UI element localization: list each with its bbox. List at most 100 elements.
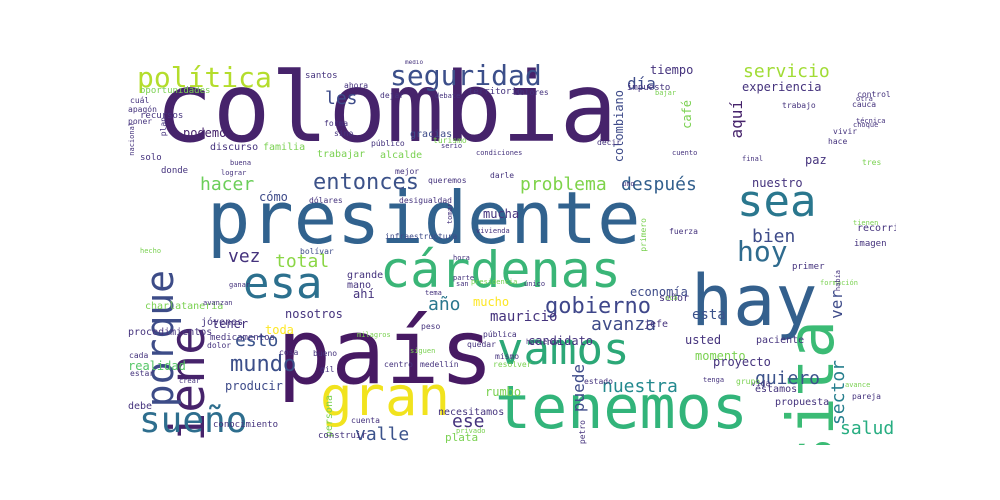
word-77: jóvenes (201, 317, 244, 328)
word-152: vivienda (476, 227, 510, 235)
word-83: estamos (755, 384, 798, 395)
word-143: hora (453, 254, 470, 262)
word-70: trabajar (317, 149, 366, 160)
word-47: producir (225, 379, 283, 393)
word-116: grupo (736, 377, 761, 386)
word-52: nosotros (285, 307, 343, 321)
word-73: mano (347, 280, 372, 291)
word-121: cosa (279, 348, 299, 357)
word-135: dólares (309, 196, 343, 205)
word-173: acá (665, 294, 678, 302)
word-28: quiero (755, 368, 821, 389)
word-89: jefe (644, 319, 669, 330)
word-114: estado (584, 377, 613, 386)
word-22: problema (520, 174, 607, 195)
word-56: cómo (259, 190, 288, 204)
word-33: ese (452, 411, 485, 432)
word-178: hecho (140, 247, 162, 255)
word-171: debate (435, 92, 461, 100)
word-97: cuál (130, 96, 150, 105)
word-95: santos (305, 71, 338, 81)
word-64: café (680, 100, 694, 129)
word-63: nuestro (752, 176, 803, 190)
word-60: usted (685, 333, 722, 347)
word-21: hacer (200, 174, 255, 195)
word-65: colombiano (612, 90, 626, 163)
word-118: cuenta (351, 416, 380, 425)
word-0: colombia (155, 60, 618, 164)
word-150: choque (853, 121, 879, 129)
word-51: tener (212, 317, 249, 331)
word-87: primer (792, 262, 825, 272)
word-76: charlatanería (145, 301, 224, 312)
word-145: san (456, 280, 469, 288)
word-136: infraestructura (385, 232, 458, 241)
word-113: decir (597, 138, 622, 147)
word-154: crear (179, 377, 201, 385)
word-102: solo (140, 153, 162, 163)
word-117: petro (578, 420, 587, 445)
word-81: plata (445, 431, 479, 444)
word-122: dolor (207, 341, 232, 350)
word-35: vez (228, 246, 261, 267)
word-71: gracias (410, 129, 453, 140)
word-36: les (325, 88, 358, 109)
word-124: gil (320, 365, 335, 374)
word-140: condiciones (476, 149, 523, 157)
word-109: forma (324, 119, 349, 128)
word-159: milagros (357, 331, 391, 339)
word-80: construir (318, 431, 367, 441)
word-43: realidad (128, 359, 186, 373)
word-96: ahora (344, 81, 369, 90)
word-88: señor (659, 293, 690, 304)
word-141: fuerza (669, 227, 698, 236)
word-164: tema (425, 289, 442, 297)
word-169: avance (845, 381, 871, 389)
word-156: cada (129, 351, 149, 360)
word-174: privado (456, 427, 486, 435)
word-106: vivir (833, 127, 858, 136)
word-23: después (621, 174, 697, 195)
word-157: ganar (229, 281, 251, 289)
word-149: otra (856, 95, 873, 103)
word-30: salud (840, 418, 895, 439)
word-2: país (277, 300, 494, 405)
word-99: apagón (128, 105, 157, 114)
word-4: tenemos (495, 373, 748, 443)
word-129: pública (483, 330, 517, 339)
word-39: aquí (727, 100, 746, 139)
word-61: proyecto (713, 355, 771, 369)
word-177: uno (622, 180, 635, 188)
word-172: medio (405, 60, 424, 66)
word-130: resolver (493, 360, 532, 369)
word-110: sino (334, 129, 354, 138)
word-134: desigualdad (399, 196, 452, 205)
word-13: sueño (139, 400, 248, 441)
word-107: hace (828, 137, 848, 146)
word-144: parte (453, 274, 475, 282)
word-162: final (742, 155, 764, 163)
word-58: economía (630, 285, 688, 299)
word-125: medellín (420, 360, 459, 369)
word-104: trabajo (782, 101, 816, 110)
word-108: tres (862, 158, 882, 167)
word-131: mejor (395, 167, 420, 176)
word-82: paciente (756, 335, 805, 346)
word-46: experiencia (742, 80, 822, 94)
word-153: pareja (852, 392, 881, 401)
word-142: primero (639, 218, 648, 252)
word-54: mucho (473, 295, 510, 309)
word-24: total (275, 251, 330, 272)
word-105: control (857, 90, 891, 99)
word-27: nuestra (602, 376, 678, 397)
word-14: seguridad (390, 60, 542, 92)
word-32: avanza (591, 314, 657, 335)
word-148: técnica (856, 117, 886, 125)
word-160: siguen (410, 347, 436, 355)
word-29: valle (355, 424, 410, 445)
word-74: necesitamos (438, 407, 505, 418)
word-20: servicio (743, 61, 830, 82)
word-100: poner (128, 117, 153, 126)
word-93: recursos (140, 111, 184, 121)
word-94: dolores (515, 88, 549, 97)
